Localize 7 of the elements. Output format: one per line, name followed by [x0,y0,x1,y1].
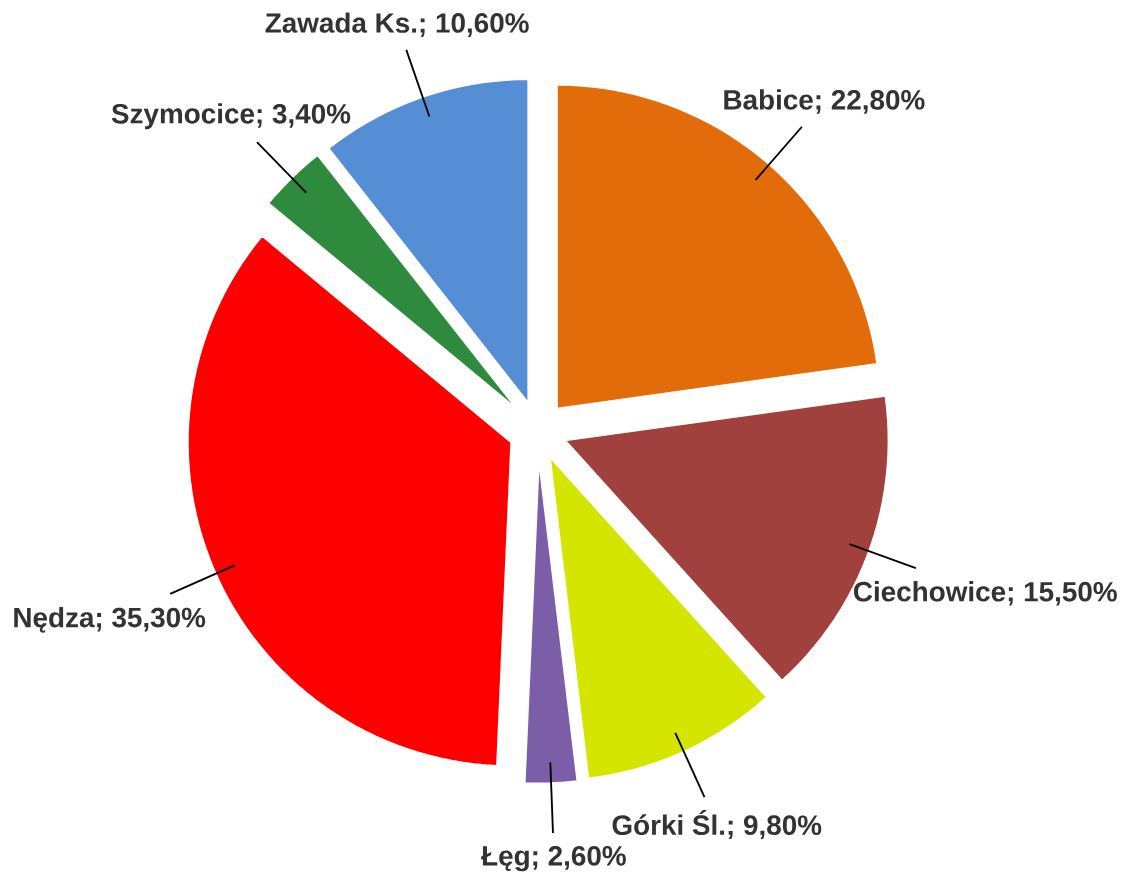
slice-label: Zawada Ks.; 10,60% [265,12,529,38]
slice-label: Nędza; 35,30% [14,607,206,633]
slice-label: Łęg; 2,60% [481,846,626,872]
slice-label: Górki Śl.; 9,80% [612,810,822,840]
slice-label: Ciechowice; 15,50% [854,581,1117,606]
slice-label: Babice; 22,80% [724,89,925,114]
slice-label: Szymocice; 3,40% [111,103,351,130]
